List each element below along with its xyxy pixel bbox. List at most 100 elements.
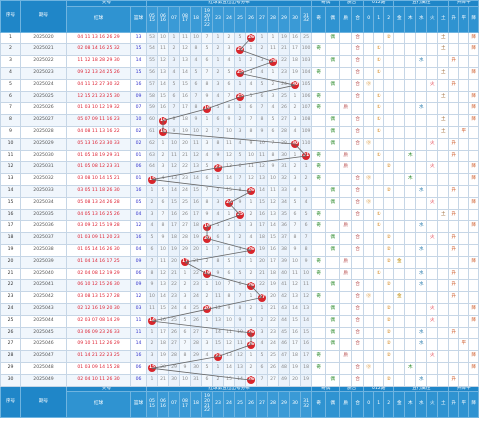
row-wuxing — [393, 361, 406, 375]
row-dist-cell: 13 — [157, 279, 170, 293]
row-wuxing — [437, 161, 450, 175]
row-prime — [339, 243, 353, 257]
header-sub-sub_size: 合 — [351, 5, 365, 33]
row-dist-cell: 7 — [201, 31, 214, 45]
row-dist-cell: 7 — [168, 102, 181, 116]
row-dist-cell: 10 — [245, 149, 258, 163]
row-wuxing — [404, 196, 417, 210]
row-dist-cell: 19 — [201, 267, 214, 281]
row-wuxing — [404, 78, 417, 92]
row-dist-cell: 9 — [157, 232, 170, 245]
row-wuxing — [437, 137, 450, 151]
row-red-balls: 03 08 13 15 27 28 — [66, 291, 131, 304]
row-dist-cell: 22 — [168, 279, 181, 293]
row-dist-cell: 103 — [300, 55, 313, 68]
row-dist-cell: 1 — [234, 55, 247, 68]
row-wuxing — [437, 149, 450, 163]
row-dist-cell: 4 — [300, 196, 313, 210]
hit-ball: 25 — [236, 210, 245, 219]
row-dist-cell: 5 — [146, 232, 159, 245]
row-012 — [373, 243, 385, 257]
row-trend: 升 — [448, 243, 460, 257]
row-parity — [325, 291, 341, 304]
row-dist-cell: 12 — [289, 279, 302, 293]
row-trend — [448, 114, 460, 127]
row-dist-cell: 110 — [300, 137, 313, 151]
row-dist-cell: 1 — [289, 149, 302, 163]
row-dist-cell: 15 — [300, 326, 313, 340]
row-012: ① — [373, 220, 385, 234]
row-dist-cell: 6 — [256, 361, 269, 375]
row-dist-cell: 11 — [300, 279, 313, 293]
row-wuxing — [437, 314, 450, 328]
row-dist-cell: 10 — [157, 31, 170, 45]
row-prime: 合 — [351, 361, 365, 375]
row-dist-cell: 5 — [234, 267, 247, 281]
row-trend: 降 — [468, 361, 480, 375]
row-dist-cell: 10 — [146, 291, 159, 304]
header-ball-num: 20 — [204, 399, 210, 404]
row-dist-cell: 28 — [267, 55, 280, 68]
header-ball-col: 24 — [223, 391, 236, 419]
row-dist-cell: 20 — [157, 361, 170, 375]
row-red-balls: 02 04 10 11 26 30 — [66, 373, 131, 387]
row-dist-cell: 2 — [212, 43, 225, 57]
row-dist-cell: 2 — [300, 173, 313, 186]
row-wuxing — [415, 361, 428, 375]
header-sub-sub_trend: 升 — [448, 391, 460, 419]
row-dist-cell: 11 — [157, 43, 170, 57]
row-dist-cell: 44 — [278, 314, 291, 328]
header-ball-num: 07 — [171, 401, 177, 407]
row-012 — [363, 314, 375, 328]
row-012 — [373, 78, 385, 92]
row-trend — [458, 55, 470, 68]
row-trend — [458, 66, 470, 80]
row-dist-cell: 4 — [245, 232, 258, 245]
row-blue-ball: 06 — [129, 373, 148, 387]
row-dist-cell: 6 — [267, 125, 280, 139]
row-parity — [311, 31, 327, 45]
row-parity: 奇 — [311, 173, 327, 186]
row-012: ② — [383, 31, 395, 45]
row-wuxing: 金 — [393, 291, 406, 304]
row-wuxing — [393, 90, 406, 104]
row-wuxing — [415, 161, 428, 175]
row-wuxing — [393, 173, 406, 186]
row-dist-cell: 25 — [267, 350, 280, 363]
row-trend: 升 — [448, 267, 460, 281]
row-dist-cell: 16 — [256, 208, 269, 222]
row-prime — [339, 326, 353, 340]
row-seq: 27 — [0, 338, 21, 352]
row-parity — [325, 255, 341, 269]
row-dist-cell: 10 — [212, 279, 225, 293]
row-red-balls: 03 06 09 23 26 33 — [66, 326, 131, 340]
row-dist-cell: 5 — [256, 78, 269, 92]
row-wuxing — [393, 243, 406, 257]
row-012: ① — [373, 149, 385, 163]
row-dist-cell: 19 — [256, 243, 269, 257]
row-dist-cell: 32 — [278, 173, 291, 186]
row-012: ② — [383, 373, 395, 387]
row-red-balls: 05 13 16 23 30 33 — [66, 137, 131, 151]
row-blue-ball: 03 — [129, 302, 148, 316]
row-dist-cell: 9 — [212, 267, 225, 281]
header-ball-col: 06 16 — [157, 5, 170, 33]
row-wuxing — [393, 373, 406, 387]
row-prime: 合 — [351, 302, 365, 316]
row-dist-cell: 2 — [168, 43, 181, 57]
row-dist-cell: 9 — [201, 90, 214, 104]
row-dist-cell: 9 — [267, 161, 280, 175]
row-dist-cell: 24 — [223, 196, 236, 210]
row-dist-cell: 27 — [168, 338, 181, 352]
row-dist-cell: 16 — [289, 31, 302, 45]
row-dist-cell: 10 — [300, 267, 313, 281]
header-ball-num: 07 — [171, 15, 177, 21]
header-ball-col: 31 32 — [300, 391, 313, 419]
row-dist-cell: 11 — [245, 161, 258, 175]
row-parity — [311, 314, 327, 328]
row-blue-ball: 16 — [129, 232, 148, 245]
row-trend — [468, 232, 480, 245]
row-dist-cell: 13 — [212, 314, 225, 328]
row-trend — [448, 338, 460, 352]
row-012 — [373, 361, 385, 375]
